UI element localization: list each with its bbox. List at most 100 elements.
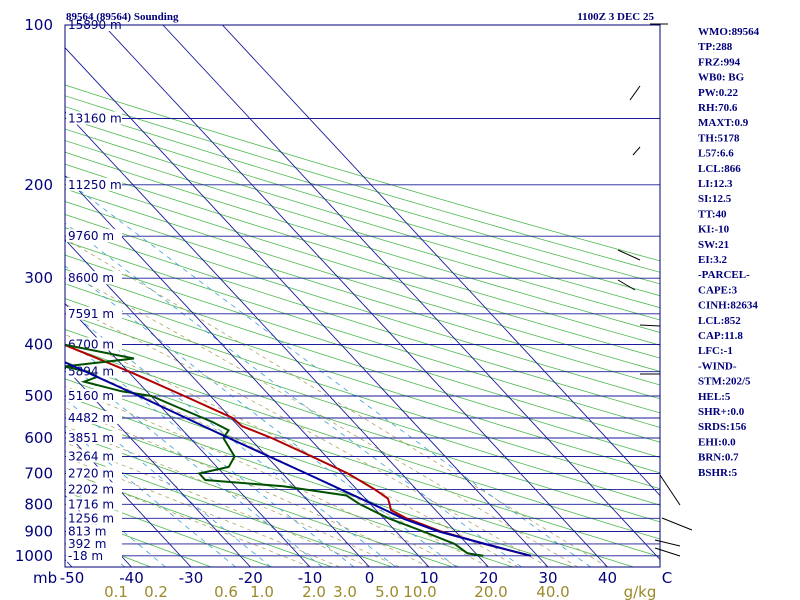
height-label-bg xyxy=(66,449,122,463)
mixing-ratio-line xyxy=(65,337,355,567)
height-label-bg xyxy=(66,511,122,525)
moist-adiabat xyxy=(65,386,459,567)
pressure-tick-label: 100 xyxy=(24,16,53,34)
index-line: SI:12.5 xyxy=(698,193,732,205)
mixing-ratio-line xyxy=(65,222,522,567)
dry-adiabat xyxy=(65,163,660,346)
mixing-ratio-label: 20.0 xyxy=(474,583,507,600)
pressure-tick-label: 700 xyxy=(24,465,53,483)
isotherm-grid xyxy=(0,25,660,567)
temperature-tick-label: 0 xyxy=(365,569,375,587)
dry-adiabat xyxy=(65,188,660,372)
height-label: 1256 m xyxy=(68,511,114,525)
height-label: 3851 m xyxy=(68,431,114,445)
dry-adiabat xyxy=(65,95,660,273)
height-label-bg xyxy=(66,177,122,191)
index-line: WB0: BG xyxy=(698,72,745,84)
wind-barb xyxy=(661,517,693,531)
height-label-bg xyxy=(66,536,122,550)
dry-adiabat xyxy=(65,268,660,458)
pressure-tick-label: 200 xyxy=(24,176,53,194)
dry-adiabat xyxy=(65,313,660,506)
height-label: 5160 m xyxy=(68,389,114,403)
isotherm xyxy=(65,558,73,567)
pressure-tick-label: 1000 xyxy=(15,547,53,565)
height-label: 7591 m xyxy=(68,307,114,321)
index-line: CAP:11.8 xyxy=(698,330,743,342)
series-line xyxy=(65,343,532,557)
height-label: 813 m xyxy=(68,525,106,539)
temperature-tick-label: -40 xyxy=(119,569,144,587)
dry-adiabat xyxy=(65,451,393,567)
height-label: -18 m xyxy=(68,549,103,563)
mixing-ratio-label: 0.2 xyxy=(144,583,168,600)
dry-adiabat xyxy=(65,140,660,321)
mixing-ratio-labels: 0.1 0.2 0.6 1.0 2.0 3.0 5.0 10.0 20.0 40.0 g/kg xyxy=(104,583,656,600)
height-label-bg xyxy=(66,411,122,424)
sounding-profiles xyxy=(65,343,532,557)
dry-adiabat xyxy=(65,413,514,567)
isotherm xyxy=(0,25,13,567)
index-line: CINH:82634 xyxy=(698,300,758,312)
index-line: WMO:89564 xyxy=(698,26,760,38)
index-line: SRDS:156 xyxy=(698,421,747,433)
index-line: EI:3.2 xyxy=(698,254,728,266)
dry-adiabat xyxy=(65,175,660,359)
height-label-bg xyxy=(66,548,122,562)
dry-adiabat xyxy=(65,106,660,285)
isotherm xyxy=(222,25,660,497)
mixing-ratio-label: 1.0 xyxy=(250,583,274,600)
temperature-tick-label: -50 xyxy=(60,569,85,587)
moist-adiabat xyxy=(65,238,608,567)
moist-adiabat xyxy=(65,442,370,567)
mixing-ratio-line xyxy=(65,307,397,567)
temperature-tick-label: -20 xyxy=(238,569,263,587)
pressure-tick-label: 500 xyxy=(24,387,53,405)
moist-adiabat xyxy=(65,271,578,567)
wind-barb xyxy=(639,324,661,327)
wind-barb-column xyxy=(617,23,693,557)
wind-barb xyxy=(632,146,641,156)
series-line xyxy=(65,361,532,557)
index-line: SW:21 xyxy=(698,239,729,251)
height-label-bg xyxy=(66,466,122,480)
index-line: CAPE:3 xyxy=(698,284,738,296)
index-line: LFC:-1 xyxy=(698,345,733,357)
isotherm xyxy=(65,302,311,567)
index-line: L57:6.6 xyxy=(698,148,734,160)
isotherm xyxy=(65,238,370,567)
index-line: PW:0.22 xyxy=(698,87,739,99)
plot-background xyxy=(65,25,660,567)
wind-barb xyxy=(629,85,641,101)
index-line: KI:-10 xyxy=(698,224,730,236)
height-label-bg xyxy=(66,524,122,538)
height-label-bg xyxy=(66,389,122,402)
dry-adiabat xyxy=(65,151,660,333)
height-label: 8600 m xyxy=(68,271,114,285)
dry-adiabat xyxy=(65,361,660,558)
mixing-ratio-label: 0.6 xyxy=(214,583,238,600)
index-line: LCL:866 xyxy=(698,163,741,175)
moist-adiabat xyxy=(65,470,311,567)
dry-adiabat xyxy=(65,283,660,474)
mixing-ratio-grid xyxy=(65,178,591,567)
wind-barb xyxy=(654,547,681,557)
index-line: TT:40 xyxy=(698,208,727,220)
height-label-bg xyxy=(66,364,122,378)
moist-adiabat xyxy=(65,407,430,567)
temperature-tick-label: 10 xyxy=(419,569,438,587)
wind-barb xyxy=(617,279,636,291)
index-line: FRZ:994 xyxy=(698,56,741,68)
mixing-ratio-line xyxy=(65,265,457,567)
moist-adiabat xyxy=(65,425,400,567)
indices-panel: WMO:89564 TP:288 FRZ:994 WB0: BG PW:0.22 RH:7… xyxy=(698,26,760,479)
temperature-tick-label: -10 xyxy=(298,569,323,587)
chart-time: 1100Z 3 DEC 25 xyxy=(577,11,654,23)
mixing-ratio-label: 0.1 xyxy=(104,583,128,600)
wind-barb xyxy=(617,249,641,261)
temperature-axis-labels: -50 -40 -30 -20 -10 0 10 20 30 40 Cmb xyxy=(33,569,672,587)
height-label-bg xyxy=(66,229,122,243)
dry-adiabat xyxy=(65,470,333,567)
isotherm xyxy=(162,25,660,561)
